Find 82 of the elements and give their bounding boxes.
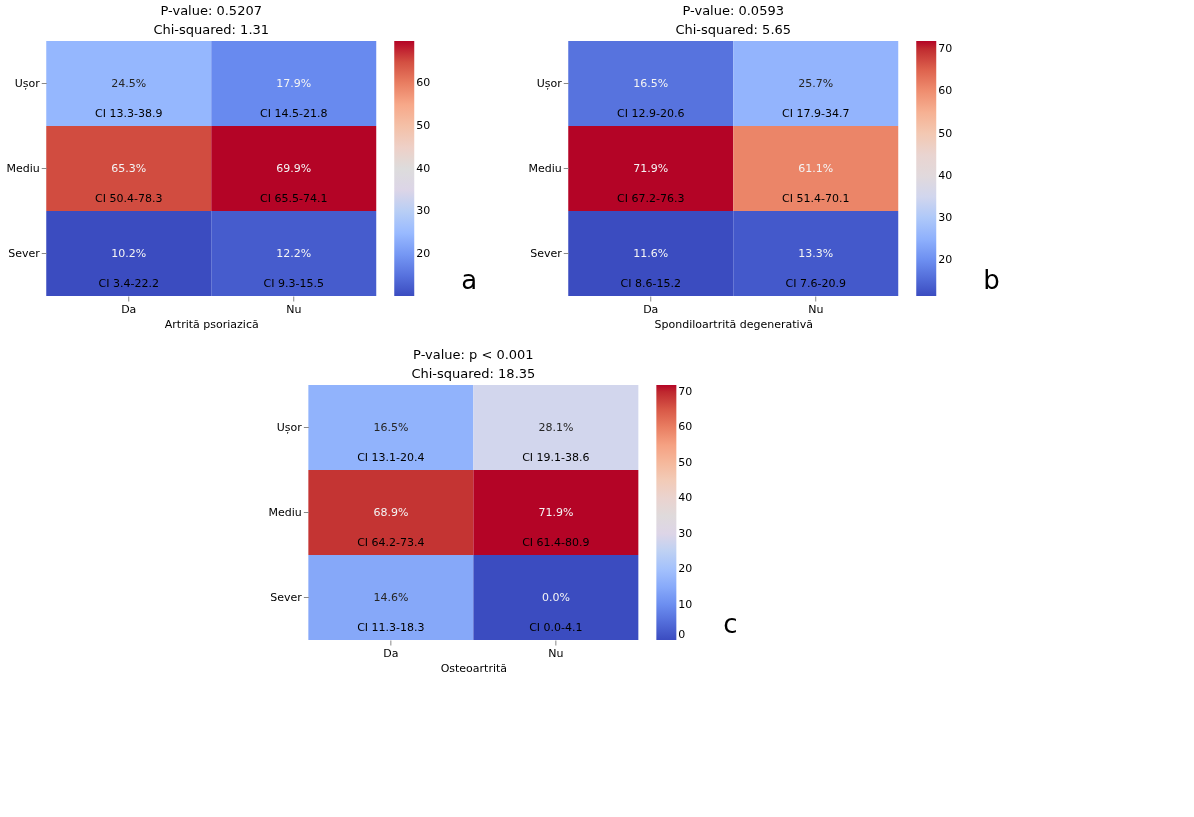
annotation: CI 17.9-34.7 (782, 107, 850, 121)
x-tick-label: Nu (808, 302, 824, 316)
chart-title: P-value: 0.5207 (160, 3, 262, 18)
color-bar-label: 0 (678, 628, 686, 641)
chart-subtitle: Chi-squared: 5.65 (675, 22, 792, 37)
data-label: 25.7% (798, 76, 834, 90)
text: a (461, 265, 478, 295)
x-tick-label: Da (121, 302, 137, 316)
x-axis-title: Osteoartrită (440, 661, 508, 675)
color-bar-label: 30 (416, 204, 431, 218)
data-label: 24.5% (111, 76, 147, 90)
color-bar-label: 60 (938, 84, 953, 98)
data-label: 16.5% (373, 420, 409, 434)
x-tick-label: Nu (286, 302, 302, 316)
x-tick-label: Da (643, 302, 659, 316)
y-tick-label: Mediu (6, 161, 40, 175)
y-tick-label: Sever (8, 246, 41, 260)
color-bar-label: 50 (678, 455, 693, 469)
data-label: 61.1% (798, 161, 834, 175)
color-bar-label: 40 (678, 491, 693, 505)
y-tick-label: Ușor (276, 420, 303, 434)
chart-title: P-value: p < 0.001 (413, 347, 534, 362)
annotation: CI 11.3-18.3 (357, 621, 425, 635)
color-bar-label: 70 (938, 42, 953, 56)
y-tick-label: Mediu (528, 161, 562, 175)
x-tick-label: Da (383, 646, 399, 660)
x-axis-title: Artrită psoriazică (164, 317, 259, 331)
data-label: 71.9% (538, 505, 574, 519)
y-tick-label: Ușor (14, 76, 41, 90)
y-tick-label: Sever (530, 246, 563, 260)
x-axis-title: Spondiloartrită degenerativă (654, 317, 813, 331)
data-label: 17.9% (276, 76, 312, 90)
annotation: CI 7.6-20.9 (785, 277, 846, 291)
text: b (983, 265, 1000, 295)
annotation: CI 51.4-70.1 (782, 192, 850, 206)
annotation: CI 19.1-38.6 (522, 451, 590, 465)
data-label: 14.6% (373, 590, 409, 604)
annotation: CI 0.0-4.1 (529, 621, 583, 635)
annotation: CI 13.1-20.4 (357, 451, 425, 465)
data-label: 69.9% (276, 161, 312, 175)
data-label: 71.9% (633, 161, 669, 175)
color-bar-label: 40 (416, 161, 431, 175)
data-label: 12.2% (276, 246, 312, 260)
y-tick-label: Ușor (536, 76, 563, 90)
color-bar-label: 20 (678, 562, 693, 576)
x-tick-label: Nu (548, 646, 564, 660)
chart-subtitle: Chi-squared: 1.31 (153, 22, 270, 37)
annotation: CI 67.2-76.3 (617, 192, 685, 206)
y-tick-label: Sever (270, 590, 303, 604)
annotation: CI 8.6-15.2 (620, 277, 681, 291)
annotation: CI 9.3-15.5 (263, 277, 324, 291)
color-bar-label: 50 (416, 119, 431, 132)
data-label: 13.3% (798, 246, 834, 260)
data-label: 28.1% (538, 420, 574, 434)
y-tick-label: Mediu (268, 505, 302, 519)
chart-title: P-value: 0.0593 (682, 3, 784, 18)
color-bar-label: 30 (938, 211, 953, 225)
data-label: 11.6% (633, 246, 669, 260)
annotation: CI 3.4-22.2 (98, 277, 159, 291)
data-label: 0.0% (541, 590, 570, 604)
data-label: 10.2% (111, 246, 147, 260)
color-bar-label: 50 (938, 126, 953, 140)
annotation: CI 64.2-73.4 (357, 536, 425, 550)
annotation: CI 50.4-78.3 (95, 192, 163, 206)
annotation: CI 14.5-21.8 (260, 107, 328, 121)
color-bar-label: 20 (938, 253, 953, 267)
chart-subtitle: Chi-squared: 18.35 (411, 366, 536, 381)
color-bar-label: 30 (678, 526, 693, 540)
color-bar-label: 20 (416, 247, 431, 261)
text: c (723, 609, 738, 639)
annotation: CI 65.5-74.1 (260, 192, 328, 206)
color-bar-label: 60 (678, 420, 693, 434)
data-label: 65.3% (111, 161, 147, 175)
data-label: 16.5% (633, 76, 669, 90)
annotation: CI 61.4-80.9 (522, 536, 590, 550)
color-bar-label: 60 (416, 76, 431, 90)
annotation: CI 13.3-38.9 (95, 107, 163, 121)
data-label: 68.9% (373, 505, 409, 519)
color-bar-label: 70 (678, 384, 693, 398)
annotation: CI 12.9-20.6 (617, 107, 685, 121)
color-bar-label: 10 (678, 597, 693, 611)
color-bar-label: 40 (938, 168, 953, 182)
